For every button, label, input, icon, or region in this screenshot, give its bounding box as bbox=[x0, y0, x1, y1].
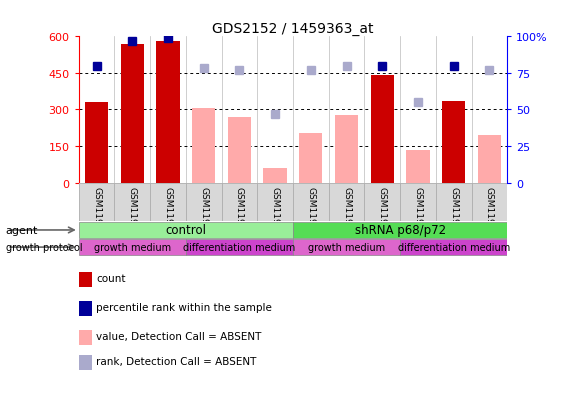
Text: GSM119566: GSM119566 bbox=[306, 186, 315, 241]
Bar bbox=[436, 183, 472, 222]
Text: GSM119564: GSM119564 bbox=[92, 186, 101, 241]
Text: percentile rank within the sample: percentile rank within the sample bbox=[96, 303, 272, 313]
Text: control: control bbox=[166, 224, 206, 237]
Bar bbox=[371, 76, 394, 183]
Bar bbox=[400, 240, 507, 255]
Text: growth protocol: growth protocol bbox=[6, 242, 82, 252]
Text: GSM119579: GSM119579 bbox=[271, 186, 280, 241]
Bar bbox=[222, 183, 257, 222]
Bar bbox=[293, 240, 400, 255]
Bar bbox=[186, 240, 293, 255]
Bar bbox=[329, 183, 364, 222]
Bar bbox=[293, 183, 329, 222]
Bar bbox=[79, 240, 186, 255]
Text: value, Detection Call = ABSENT: value, Detection Call = ABSENT bbox=[96, 332, 262, 342]
Text: agent: agent bbox=[6, 225, 38, 235]
Bar bbox=[477, 135, 501, 183]
Text: GSM119561: GSM119561 bbox=[413, 186, 423, 241]
Bar bbox=[85, 103, 108, 183]
Bar bbox=[257, 183, 293, 222]
Bar bbox=[79, 223, 293, 238]
Bar bbox=[114, 183, 150, 222]
Text: GSM119581: GSM119581 bbox=[378, 186, 387, 241]
Bar bbox=[79, 183, 114, 222]
Text: count: count bbox=[96, 274, 126, 284]
Text: differentiation medium: differentiation medium bbox=[398, 242, 510, 252]
Bar bbox=[264, 169, 287, 183]
Text: GSM119576: GSM119576 bbox=[128, 186, 137, 241]
Bar bbox=[186, 183, 222, 222]
Text: growth medium: growth medium bbox=[94, 242, 171, 252]
Text: GSM119560: GSM119560 bbox=[199, 186, 208, 241]
Text: shRNA p68/p72: shRNA p68/p72 bbox=[354, 224, 445, 237]
Bar bbox=[400, 183, 436, 222]
Bar bbox=[472, 183, 507, 222]
Bar bbox=[335, 116, 358, 183]
Bar bbox=[150, 183, 186, 222]
Text: GSM119569: GSM119569 bbox=[485, 186, 494, 241]
Bar bbox=[192, 109, 215, 183]
Bar bbox=[228, 117, 251, 183]
Bar bbox=[293, 223, 507, 238]
Bar bbox=[364, 183, 400, 222]
Text: growth medium: growth medium bbox=[308, 242, 385, 252]
Text: rank, Detection Call = ABSENT: rank, Detection Call = ABSENT bbox=[96, 356, 257, 366]
Title: GDS2152 / 1459363_at: GDS2152 / 1459363_at bbox=[212, 22, 374, 36]
Bar bbox=[121, 45, 144, 183]
Text: GSM119570: GSM119570 bbox=[342, 186, 351, 241]
Bar bbox=[406, 150, 430, 183]
Bar bbox=[442, 102, 465, 183]
Text: differentiation medium: differentiation medium bbox=[183, 242, 296, 252]
Text: GSM119578: GSM119578 bbox=[235, 186, 244, 241]
Bar bbox=[156, 42, 180, 183]
Text: GSM119562: GSM119562 bbox=[449, 186, 458, 241]
Text: GSM119580: GSM119580 bbox=[163, 186, 173, 241]
Bar bbox=[299, 133, 322, 183]
